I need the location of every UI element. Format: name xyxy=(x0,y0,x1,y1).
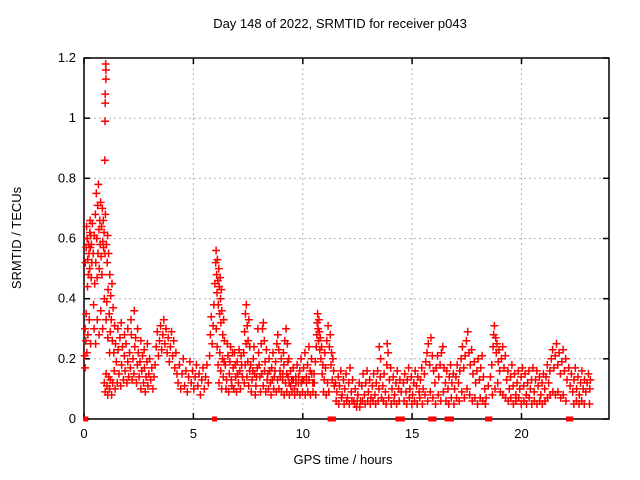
x-tick-label: 0 xyxy=(80,426,87,441)
zero-value-marker xyxy=(212,416,218,422)
zero-value-marker xyxy=(83,416,89,422)
x-tick-label: 10 xyxy=(296,426,310,441)
x-tick-label: 5 xyxy=(190,426,197,441)
zero-value-marker xyxy=(428,416,434,422)
zero-value-marker xyxy=(431,416,437,422)
zero-value-marker xyxy=(449,416,454,422)
x-tick-label: 20 xyxy=(514,426,528,441)
y-axis-label: SRMTID / TECUs xyxy=(9,186,24,289)
zero-value-marker xyxy=(327,416,333,422)
x-axis-label: GPS time / hours xyxy=(294,452,393,467)
y-tick-label: 0 xyxy=(69,411,76,426)
y-tick-label: 0.6 xyxy=(58,231,76,246)
zero-value-marker xyxy=(399,416,405,422)
x-tick-label: 15 xyxy=(405,426,419,441)
plot-generated-layer: 0 5 10 15 20 0 0.2 0.4 0.6 0.8 1 1.2 xyxy=(58,50,610,441)
zero-value-marker xyxy=(395,416,401,422)
y-tick-label: 0.2 xyxy=(58,351,76,366)
y-tick-label: 1.2 xyxy=(58,50,76,65)
zero-value-marker xyxy=(487,416,493,422)
y-tick-label: 0.8 xyxy=(58,170,76,185)
scatter-points xyxy=(80,60,595,411)
zero-value-marker xyxy=(568,416,574,422)
zero-value-marker xyxy=(330,416,336,422)
chart-title: Day 148 of 2022, SRMTID for receiver p04… xyxy=(213,16,467,31)
y-tick-label: 1 xyxy=(69,110,76,125)
zero-value-marker xyxy=(444,416,450,422)
y-tick-label: 0.4 xyxy=(58,291,76,306)
